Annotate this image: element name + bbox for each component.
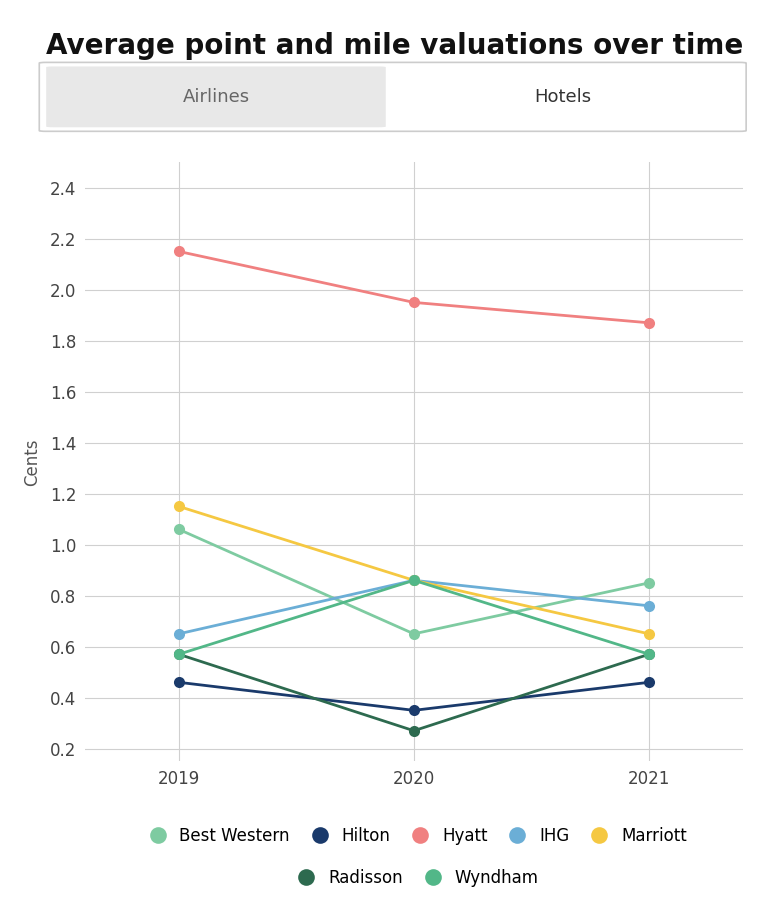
Text: Hotels: Hotels xyxy=(534,88,591,105)
Text: Average point and mile valuations over time: Average point and mile valuations over t… xyxy=(46,32,744,59)
Legend: Radisson, Wyndham: Radisson, Wyndham xyxy=(283,862,545,894)
Y-axis label: Cents: Cents xyxy=(24,438,42,486)
Text: Airlines: Airlines xyxy=(182,88,249,105)
FancyBboxPatch shape xyxy=(39,62,746,132)
FancyBboxPatch shape xyxy=(46,67,386,127)
